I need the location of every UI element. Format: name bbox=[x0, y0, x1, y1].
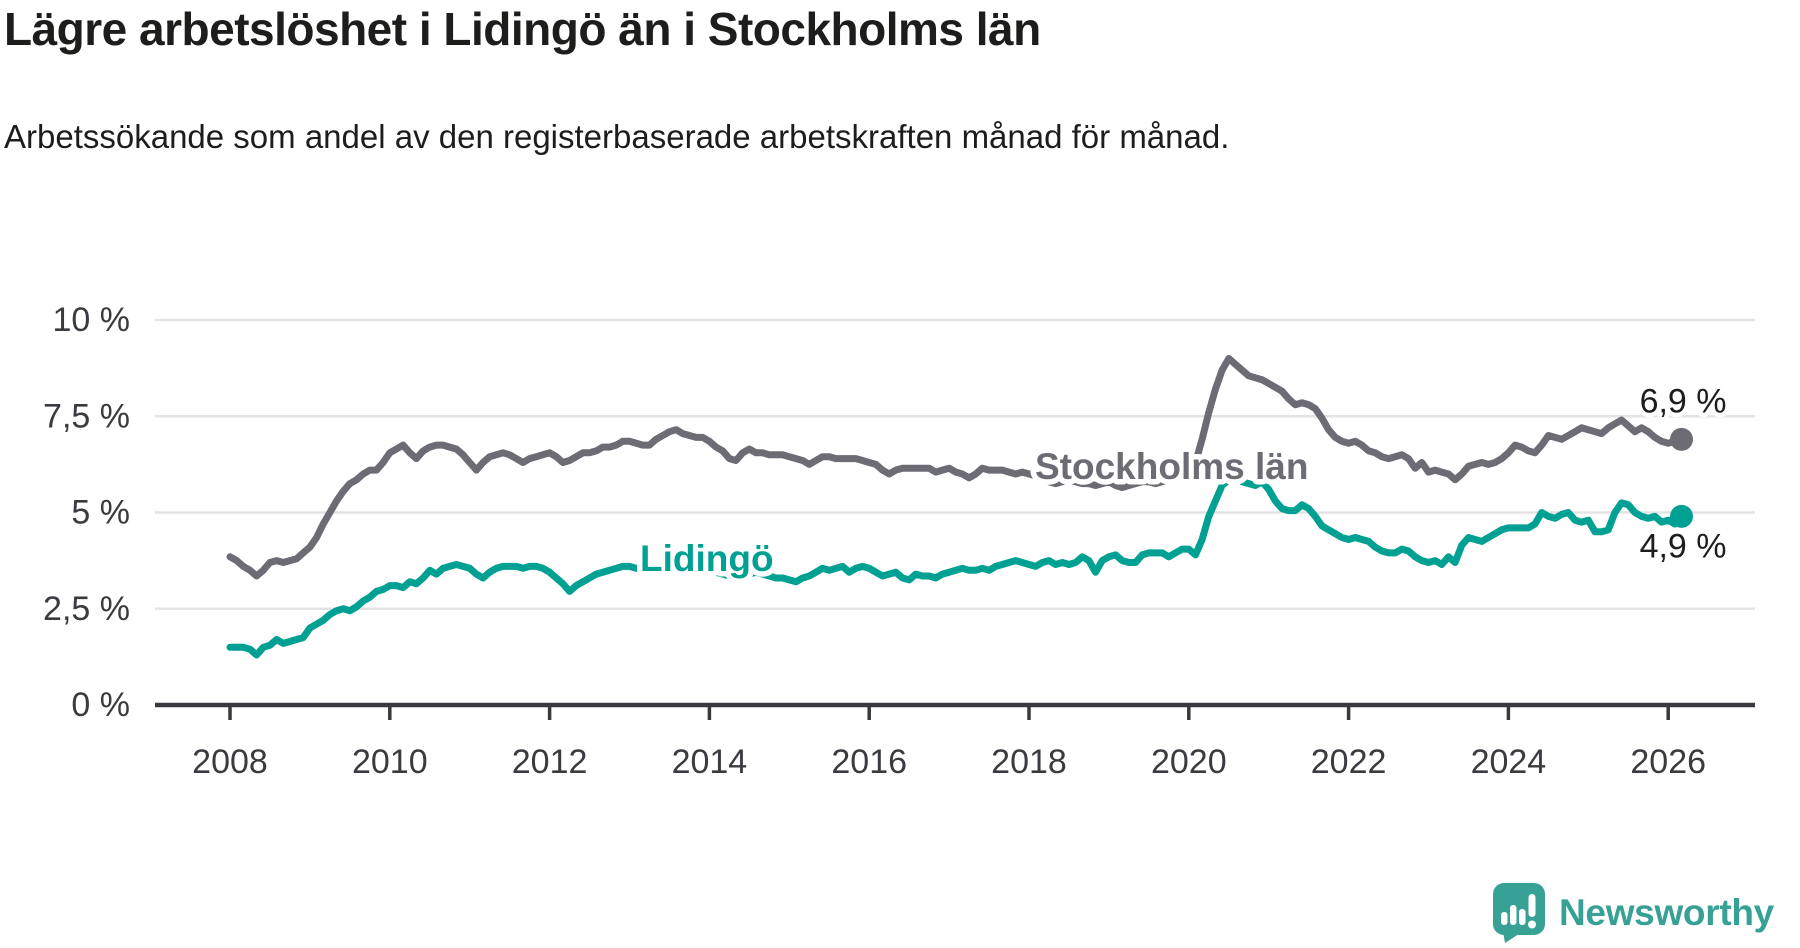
x-tick-label: 2010 bbox=[352, 743, 428, 781]
x-tick-label: 2026 bbox=[1630, 743, 1706, 781]
end-value-label-stockholms-lan: 6,9 % bbox=[1640, 382, 1727, 420]
series-label-lidingo: Lidingö bbox=[640, 538, 774, 579]
y-tick-label: 10 % bbox=[53, 301, 131, 339]
y-tick-label: 7,5 % bbox=[43, 397, 130, 435]
x-tick-label: 2012 bbox=[512, 743, 588, 781]
chart-title: Lägre arbetslöshet i Lidingö än i Stockh… bbox=[4, 3, 1041, 55]
series-line-stockholms-lan bbox=[226, 355, 1685, 580]
end-value-label-lidingo: 4,9 % bbox=[1640, 527, 1727, 565]
newsworthy-logo-icon bbox=[1493, 883, 1545, 943]
x-tick-label: 2022 bbox=[1311, 743, 1387, 781]
y-tick-label: 2,5 % bbox=[43, 590, 130, 628]
x-tick-label: 2020 bbox=[1151, 743, 1227, 781]
x-tick-label: 2016 bbox=[831, 743, 907, 781]
y-tick-label: 5 % bbox=[71, 494, 130, 532]
series-label-stockholms-lan: Stockholms län bbox=[1035, 446, 1308, 487]
series-line-lidingo bbox=[226, 474, 1685, 659]
y-tick-label: 0 % bbox=[71, 686, 130, 724]
x-tick-label: 2014 bbox=[672, 743, 748, 781]
brand-footer: Newsworthy bbox=[1492, 882, 1774, 944]
chart-subtitle: Arbetssökande som andel av den registerb… bbox=[4, 118, 1230, 155]
x-tick-label: 2024 bbox=[1471, 743, 1547, 781]
series-end-dot-stockholms-lan bbox=[1670, 427, 1694, 451]
series-end-dot-lidingo bbox=[1670, 504, 1694, 528]
brand-name: Newsworthy bbox=[1559, 892, 1774, 933]
x-tick-label: 2018 bbox=[991, 743, 1067, 781]
x-tick-label: 2008 bbox=[192, 743, 268, 781]
